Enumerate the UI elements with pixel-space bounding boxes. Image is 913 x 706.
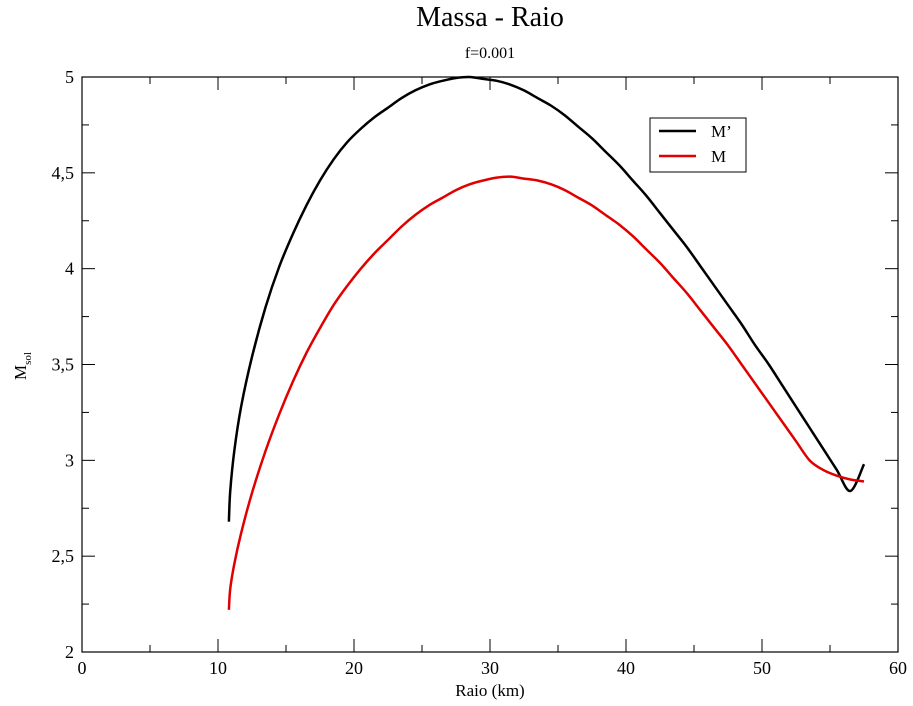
x-tick-label: 40	[617, 658, 635, 678]
x-tick-label: 10	[209, 658, 227, 678]
y-tick-label: 2,5	[52, 546, 75, 566]
y-tick-label: 4,5	[52, 163, 75, 183]
y-axis-label-main: M	[11, 365, 30, 380]
series-line-m	[227, 175, 865, 610]
chart-title: Massa - Raio	[416, 2, 564, 33]
y-tick-label: 3,5	[52, 355, 75, 375]
x-tick-label: 0	[78, 658, 87, 678]
plot-frame	[81, 76, 899, 653]
legend-label-m: M	[711, 147, 726, 166]
y-tick-label: 5	[65, 67, 74, 87]
y-tick-label: 4	[65, 259, 74, 279]
svg-text:Msol: Msol	[11, 352, 34, 380]
legend-box	[649, 117, 747, 173]
x-tick-label: 60	[889, 658, 907, 678]
chart-subtitle: f=0.001	[465, 45, 515, 62]
x-axis-label: Raio (km)	[455, 681, 524, 700]
x-axis-ticks: 0 10 20 30 40 50 60	[78, 77, 907, 678]
series-lines	[227, 75, 866, 610]
x-tick-label: 20	[345, 658, 363, 678]
y-axis-label: Msol	[11, 352, 34, 380]
series-line-m-prime	[227, 75, 866, 522]
y-tick-label: 3	[65, 450, 74, 470]
y-axis-label-subscript: sol	[22, 352, 34, 365]
legend: M’ M	[649, 117, 747, 173]
legend-label-m-prime: M’	[711, 122, 732, 141]
x-tick-label: 50	[753, 658, 771, 678]
y-tick-label: 2	[65, 642, 74, 662]
x-tick-label: 30	[481, 658, 499, 678]
